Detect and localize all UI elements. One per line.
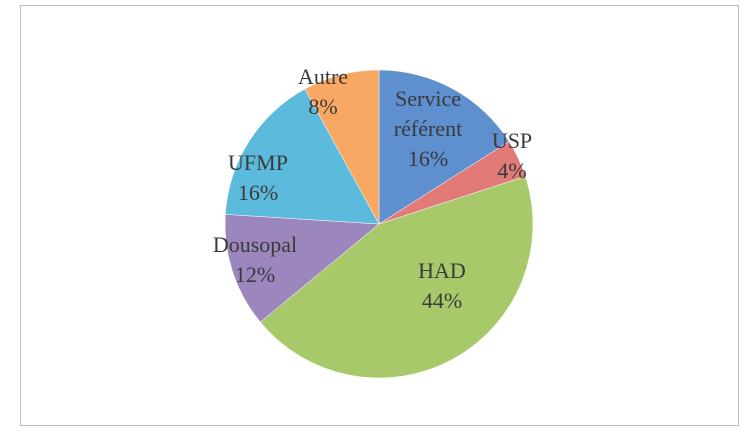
- slice-category: Service référent: [393, 86, 463, 141]
- slice-category: USP: [491, 128, 533, 153]
- slice-value: 4%: [497, 158, 527, 183]
- slice-value: 16%: [407, 146, 449, 171]
- pie-slice: [378, 69, 510, 225]
- slice-value: 44%: [421, 288, 463, 313]
- slice-label: Service référent 16%: [368, 84, 488, 174]
- pie-slice: [224, 214, 380, 323]
- slice-value: 16%: [237, 180, 279, 205]
- slice-category: UFMP: [228, 150, 288, 175]
- pie: [224, 69, 534, 379]
- slice-label: HAD 44%: [402, 256, 482, 316]
- pie-slice: [259, 176, 534, 379]
- slice-category: HAD: [418, 258, 466, 283]
- slice-label: Dousopal 12%: [200, 230, 310, 290]
- slice-category: Autre: [297, 64, 349, 89]
- pie-slice: [225, 88, 380, 225]
- slice-value: 8%: [308, 94, 338, 119]
- slice-label: UFMP 16%: [213, 148, 303, 208]
- slice-label: USP 4%: [482, 126, 542, 186]
- slice-value: 12%: [234, 262, 276, 287]
- slice-label: Autre 8%: [288, 62, 358, 122]
- slice-category: Dousopal: [212, 232, 298, 257]
- pie-slice: [304, 69, 380, 225]
